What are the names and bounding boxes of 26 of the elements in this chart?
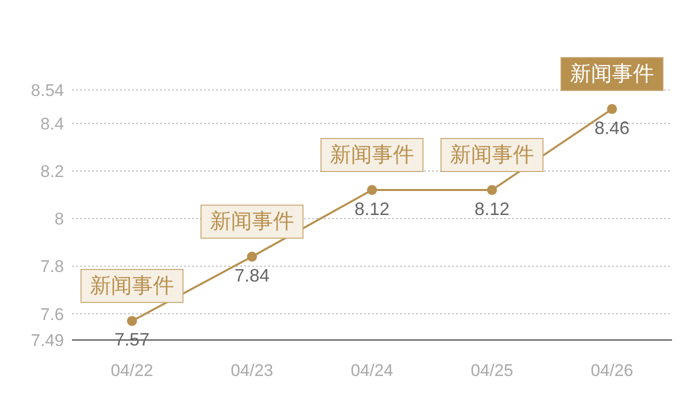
data-label: 8.46	[594, 118, 630, 138]
y-tick-label: 7.8	[40, 257, 64, 276]
annotation: 新闻事件	[330, 144, 414, 166]
y-tick-label: 7.49	[30, 331, 64, 350]
annotation: 新闻事件	[210, 210, 294, 234]
x-tick-label: 04/24	[350, 361, 394, 380]
point	[367, 185, 377, 195]
annotation: 新闻事件	[90, 274, 174, 298]
data-label: 8.12	[474, 198, 510, 219]
point	[607, 104, 617, 114]
y-tick-label: 8.54	[30, 81, 64, 100]
point	[487, 185, 497, 195]
data-label: 8.12	[354, 198, 390, 219]
x-tick-label: 04/26	[590, 361, 634, 380]
y-tick-label: 7.6	[40, 304, 64, 324]
y-tick-label: 8.4	[40, 114, 64, 134]
point	[247, 252, 257, 262]
annotation: 新闻事件	[570, 62, 654, 86]
annotation: 新闻事件	[450, 144, 534, 166]
x-tick-label: 04/25	[470, 361, 514, 380]
y-tick-label: 8	[54, 210, 64, 229]
y-tick-label: 8.2	[40, 162, 64, 181]
data-label: 7.84	[234, 265, 270, 286]
x-tick-label: 04/22	[110, 361, 154, 380]
point	[127, 316, 137, 326]
x-tick-label: 04/23	[230, 361, 274, 380]
